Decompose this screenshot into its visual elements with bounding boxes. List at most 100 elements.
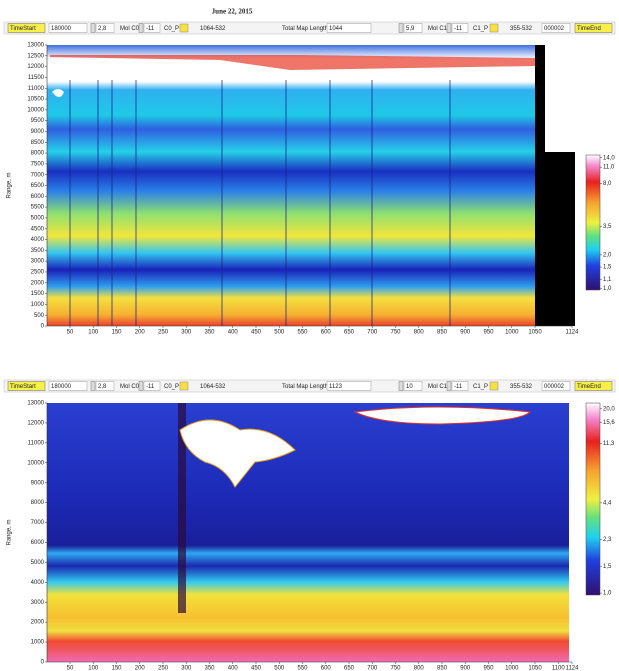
spin-field[interactable] [143,23,161,33]
toolbar-spin3[interactable]: 5,9 [406,26,415,32]
x-tick-label: 350 [204,330,215,336]
slider[interactable] [489,23,499,33]
y-tick-label: 11000 [28,86,45,92]
spin-arrows[interactable] [138,23,144,33]
streak [178,403,186,613]
toolbar-start-value[interactable]: 180000 [51,26,72,32]
spin-arrows[interactable] [138,381,144,391]
button[interactable] [7,23,46,33]
text-field[interactable] [48,381,88,391]
colorbar-label: 2,0 [603,252,612,258]
toolbar-map-length[interactable]: 1044 [329,26,343,32]
x-tick-label: 850 [437,666,448,671]
x-tick-label: 750 [390,330,401,336]
button[interactable] [574,381,613,391]
x-tick-label: 150 [111,666,122,671]
toolbar-spin1[interactable]: 2,8 [98,26,107,32]
date: June 22, 2015 [212,8,253,16]
x-tick-label: 50 [67,666,74,671]
toolbar-spin4[interactable]: -11 [454,384,463,390]
y-tick-label: 5000 [31,560,45,566]
y-tick-label: 4000 [31,237,45,243]
y-tick-label: 1000 [31,640,45,646]
spin-arrows[interactable] [446,381,452,391]
toolbar-time-end[interactable]: TimeEnd [577,384,601,390]
toolbar-time-start[interactable]: TimeStart [10,384,36,390]
toolbar-mol1: Mol C0 [120,26,140,32]
spin-arrows[interactable] [90,381,96,391]
x-tick-label: 900 [460,666,471,671]
toolbar-spin2[interactable]: -11 [146,26,155,32]
button[interactable] [574,23,613,33]
x-tick-label: 150 [111,330,122,336]
spin-field[interactable] [451,381,469,391]
cloud [52,89,64,97]
x-tick-label: 1000 [505,330,519,336]
y-tick-label: 2000 [31,620,45,626]
toolbar-spin3[interactable]: 10 [406,384,413,390]
colorbar-label: 1,1 [603,277,612,283]
x-tick-label: 1050 [528,330,542,336]
toolbar-start-value[interactable]: 180000 [51,384,72,390]
y-tick-label: 3000 [31,259,45,265]
spin-arrows[interactable] [398,381,404,391]
x-tick-label: 200 [135,330,146,336]
slider[interactable] [179,23,189,33]
x-tick-label: 500 [274,330,285,336]
y-axis-label: Range, m [7,172,13,198]
x-tick-label: 800 [414,666,425,671]
x-tick-label: 300 [181,330,192,336]
mask [535,45,545,326]
text-field[interactable] [326,381,372,391]
y-tick-label: 3000 [31,600,45,606]
spin-field[interactable] [403,381,423,391]
spin-field[interactable] [143,381,161,391]
toolbar-channel2: C1_P [473,26,488,32]
x-tick-label: 700 [367,666,378,671]
y-tick-label: 7000 [31,520,45,526]
text-field[interactable] [541,381,571,391]
spin-field[interactable] [95,23,115,33]
x-tick-label: 650 [344,666,355,671]
toolbar-spin2[interactable]: -11 [146,384,155,390]
toolbar-map-length[interactable]: 1123 [329,384,343,390]
button[interactable] [7,381,46,391]
toolbar-map-length-label: Total Map Length [282,26,328,32]
toolbar-time-start[interactable]: TimeStart [10,26,36,32]
spin-arrows[interactable] [398,23,404,33]
x-tick-label: 400 [228,666,239,671]
spin-field[interactable] [403,23,423,33]
heatmap [47,403,569,662]
colorbar-label: 11,0 [603,165,615,171]
colorbar [585,402,601,596]
toolbar-time-end[interactable]: TimeEnd [577,26,601,32]
slider[interactable] [179,381,189,391]
toolbar-code[interactable]: 000002 [544,384,565,390]
colorbar-label: 2,3 [603,537,612,543]
x-tick-label: 450 [251,666,262,671]
toolbar-code[interactable]: 000002 [544,26,565,32]
x-tick-label: 650 [344,330,355,336]
spin-field[interactable] [95,381,115,391]
text-field[interactable] [541,23,571,33]
text-field[interactable] [48,23,88,33]
x-tick-label: 50 [67,330,74,336]
colorbar-label: 14,0 [603,155,615,161]
colorbar-label: 1,0 [603,591,612,597]
toolbar-mol1: Mol C0 [120,384,140,390]
y-tick-label: 9500 [31,118,45,124]
y-tick-label: 4500 [31,226,45,232]
y-tick-label: 6000 [31,194,45,200]
text-field[interactable] [326,23,372,33]
y-tick-label: 13000 [27,43,44,49]
toolbar-spin1[interactable]: 2,8 [98,384,107,390]
spin-arrows[interactable] [446,23,452,33]
colorbar-label: 20,0 [603,406,615,412]
toolbar-spin4[interactable]: -11 [454,26,463,32]
spin-field[interactable] [451,23,469,33]
x-tick-label: 450 [251,330,262,336]
colorbar-label: 4,4 [603,500,612,506]
slider[interactable] [489,381,499,391]
x-tick-label: 950 [483,666,494,671]
spin-arrows[interactable] [90,23,96,33]
